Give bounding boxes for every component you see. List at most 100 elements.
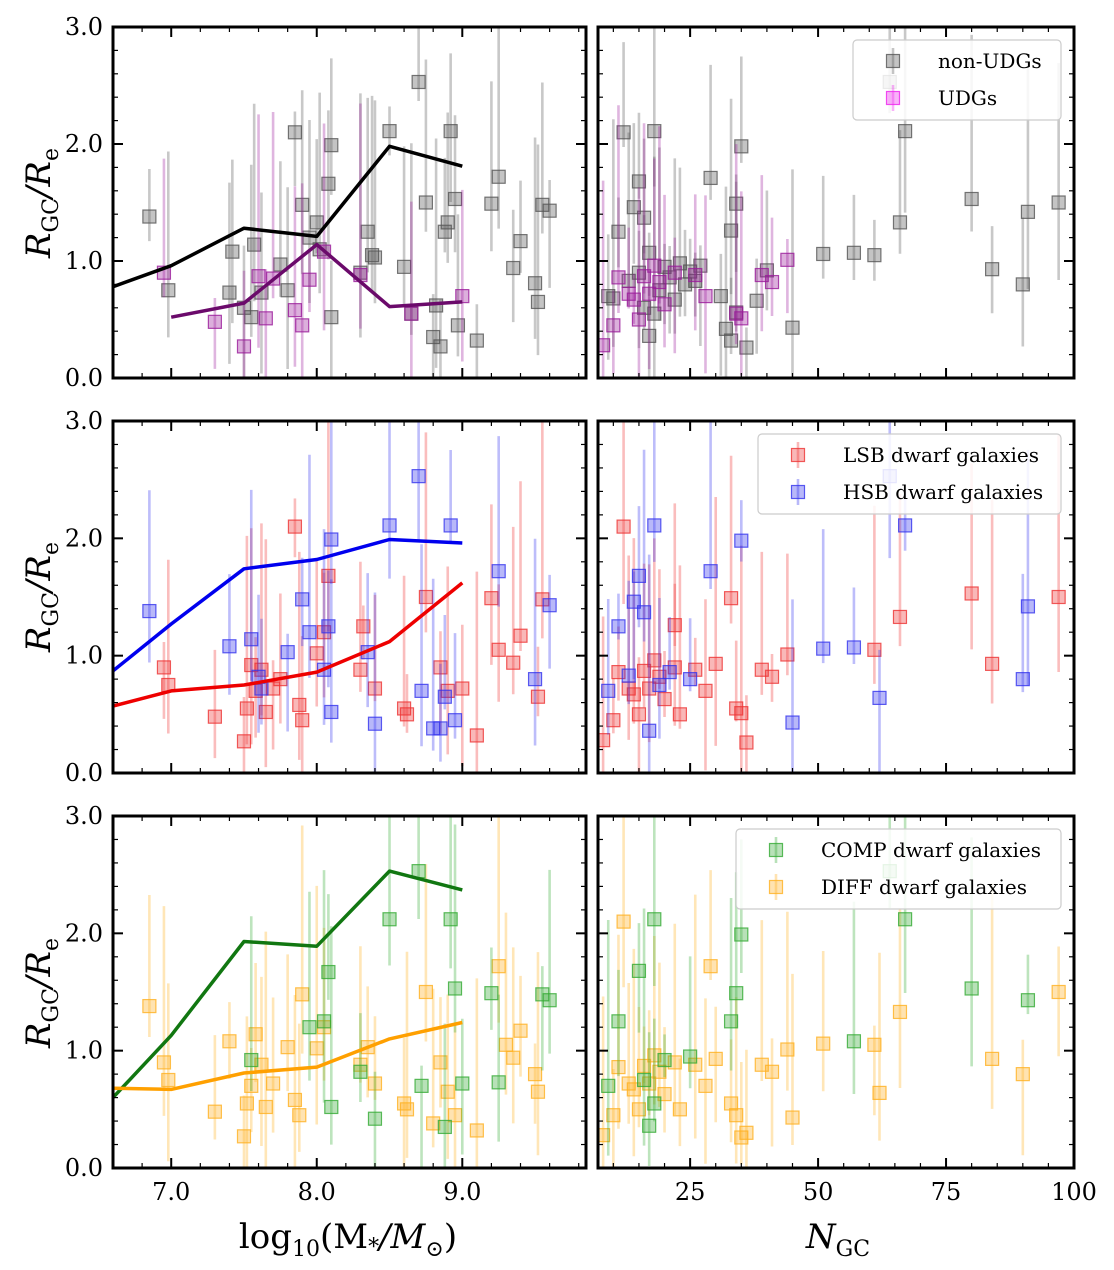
y-tick-label: 2.0 [65,524,103,552]
legend-label: HSB dwarf galaxies [843,480,1043,504]
data-point-lsb-dwarf-galaxies [506,655,521,670]
x-tick-label: 25 [675,1178,706,1206]
data-point-udgs [302,272,317,287]
data-point-diff-dwarf-galaxies [498,1037,514,1052]
data-point-comp-dwarf-galaxies [729,986,744,1001]
legend-label: DIFF dwarf galaxies [821,875,1027,899]
data-point-comp-dwarf-galaxies [455,1076,470,1091]
data-point-lsb-dwarf-galaxies [667,618,682,633]
data-point-lsb-dwarf-galaxies [739,735,754,750]
panel-frame [596,25,1076,380]
data-point-lsb-dwarf-galaxies [667,660,682,675]
y-tick-label: 0.0 [65,759,103,787]
data-point-diff-dwarf-galaxies [611,1059,626,1075]
data-point-comp-dwarf-galaxies [324,1099,339,1115]
data-point-comp-dwarf-galaxies [846,1034,862,1049]
data-point-diff-dwarf-galaxies [469,1123,484,1138]
data-point-non-udgs [530,294,546,310]
data-point-comp-dwarf-galaxies [657,1052,672,1068]
data-point-diff-dwarf-galaxies [816,1036,831,1051]
data-point-hsb-dwarf-galaxies [652,677,667,693]
data-point-non-udgs [321,176,336,191]
data-point-comp-dwarf-galaxies [1020,993,1036,1008]
data-point-hsb-dwarf-galaxies [1020,599,1036,614]
data-point-lsb-dwarf-galaxies [356,619,371,634]
data-point-comp-dwarf-galaxies [316,1014,332,1029]
data-point-non-udgs [244,310,259,325]
data-point-diff-dwarf-galaxies [621,1076,636,1091]
data-point-non-udgs [846,245,862,260]
legend-label: COMP dwarf galaxies [821,838,1041,862]
data-point-hsb-dwarf-galaxies [142,603,157,619]
data-point-comp-dwarf-galaxies [734,927,749,942]
data-point-udgs [404,306,419,321]
data-point-comp-dwarf-galaxies [647,1096,662,1111]
data-point-hsb-dwarf-galaxies [542,598,557,613]
y-tick-label: 3.0 [65,13,103,41]
data-point-diff-dwarf-galaxies [292,1108,307,1123]
data-point-non-udgs [309,215,324,230]
data-point-diff-dwarf-galaxies [1051,984,1066,1000]
data-point-udgs [251,269,266,284]
y-tick-label: 0.0 [65,1154,103,1182]
data-point-lsb-dwarf-galaxies [207,709,222,724]
data-point-udgs [621,286,636,301]
data-point-udgs [647,258,662,273]
data-point-diff-dwarf-galaxies [985,1051,1000,1066]
data-point-lsb-dwarf-galaxies [399,707,415,722]
data-point-hsb-dwarf-galaxies [426,721,441,736]
data-point-udgs [606,318,621,333]
data-point-comp-dwarf-galaxies [897,912,913,927]
data-point-diff-dwarf-galaxies [867,1037,882,1052]
data-point-hsb-dwarf-galaxies [846,640,862,655]
panel-frame [111,814,588,1170]
data-point-comp-dwarf-galaxies [491,1075,506,1090]
median-line-diff-median [113,1020,463,1092]
data-point-comp-dwarf-galaxies [723,1014,739,1029]
data-point-hsb-dwarf-galaxies [280,645,295,660]
data-point-lsb-dwarf-galaxies [698,683,713,698]
data-point-hsb-dwarf-galaxies [662,664,677,680]
data-point-hsb-dwarf-galaxies [631,568,647,583]
data-point-lsb-dwarf-galaxies [964,586,979,601]
data-point-non-udgs [626,200,641,215]
data-point-hsb-dwarf-galaxies [703,564,718,579]
legend-label: non-UDGs [938,49,1042,73]
data-point-diff-dwarf-galaxies [506,1050,521,1065]
legend: COMP dwarf galaxies DIFF dwarf galaxies [735,828,1062,910]
data-point-diff-dwarf-galaxies [418,984,434,1000]
data-point-hsb-dwarf-galaxies [601,683,616,698]
data-point-comp-dwarf-galaxies [414,1078,429,1093]
legend-box [852,39,1062,121]
data-point-diff-dwarf-galaxies [222,1034,237,1049]
data-point-comp-dwarf-galaxies [244,1052,259,1068]
legend-marker [885,90,901,106]
data-point-non-udgs [440,215,455,230]
data-point-hsb-dwarf-galaxies [321,619,336,634]
data-point-lsb-dwarf-galaxies [647,653,662,668]
data-point-diff-dwarf-galaxies [723,1096,739,1111]
data-point-diff-dwarf-galaxies [142,998,157,1014]
data-point-comp-dwarf-galaxies [542,993,557,1008]
data-point-non-udgs [1015,277,1030,292]
panels-layer: 0.0 1.0 2.0 3.0 non-UDGs UDGs 0.0 1.0 2.0 3.0 LSB … [65,13,1097,1206]
data-point-non-udgs [734,139,749,154]
data-point-udgs [780,252,795,267]
data-point-comp-dwarf-galaxies [535,987,550,1002]
plot-area [598,421,1066,773]
data-point-comp-dwarf-galaxies [611,1014,626,1029]
data-point-non-udgs [542,203,557,218]
data-point-non-udgs [225,244,240,259]
data-point-non-udgs [964,191,979,207]
legend: LSB dwarf galaxies HSB dwarf galaxies [757,433,1062,515]
ylabel-row1: RGC/Re [19,148,64,259]
data-point-non-udgs [273,257,288,272]
data-point-udgs [287,303,303,318]
data-point-lsb-dwarf-galaxies [321,568,336,583]
data-point-non-udgs [360,224,375,239]
y-tick-label: 1.0 [65,247,103,275]
data-point-hsb-dwarf-galaxies [295,592,310,607]
data-point-hsb-dwarf-galaxies [611,619,626,634]
x-tick-label: 7.0 [152,1178,190,1206]
data-point-diff-dwarf-galaxies [631,1102,647,1117]
